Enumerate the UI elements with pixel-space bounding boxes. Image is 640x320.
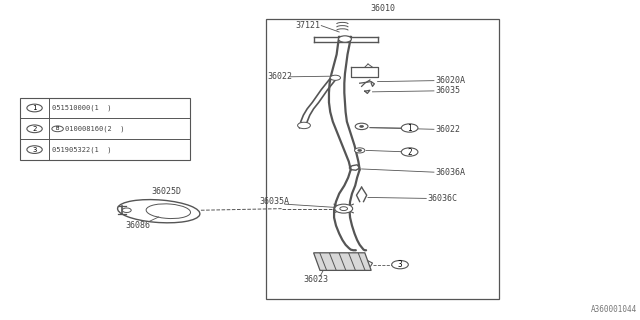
Circle shape bbox=[355, 123, 368, 130]
Text: 36022: 36022 bbox=[268, 72, 292, 81]
Text: 36010: 36010 bbox=[370, 4, 395, 12]
Circle shape bbox=[360, 125, 364, 127]
Circle shape bbox=[52, 126, 63, 132]
Circle shape bbox=[355, 148, 365, 153]
Text: 3: 3 bbox=[397, 260, 403, 269]
Text: 36036C: 36036C bbox=[428, 194, 458, 203]
Text: 37121: 37121 bbox=[295, 21, 320, 30]
Circle shape bbox=[330, 75, 340, 80]
Bar bbox=[266, 19, 499, 299]
Circle shape bbox=[339, 36, 351, 42]
Text: 1: 1 bbox=[33, 105, 36, 111]
Text: B: B bbox=[56, 126, 60, 131]
Circle shape bbox=[401, 124, 418, 132]
Circle shape bbox=[27, 104, 42, 112]
Circle shape bbox=[27, 146, 42, 153]
Circle shape bbox=[358, 149, 362, 151]
Text: 36035A: 36035A bbox=[259, 197, 289, 206]
Text: 36023: 36023 bbox=[303, 275, 328, 284]
Text: 36022: 36022 bbox=[435, 125, 460, 134]
Text: 1: 1 bbox=[407, 124, 412, 132]
Circle shape bbox=[335, 204, 353, 213]
Text: 051905322(1  ): 051905322(1 ) bbox=[52, 146, 112, 153]
Text: 2: 2 bbox=[33, 126, 36, 132]
Text: 36086: 36086 bbox=[125, 221, 150, 230]
Polygon shape bbox=[314, 253, 371, 270]
Text: 2: 2 bbox=[407, 148, 412, 156]
Circle shape bbox=[392, 260, 408, 269]
Text: 36020A: 36020A bbox=[435, 76, 465, 85]
Bar bbox=[20, 98, 190, 160]
Circle shape bbox=[340, 207, 348, 211]
Circle shape bbox=[401, 148, 418, 156]
Text: 010008160(2  ): 010008160(2 ) bbox=[65, 125, 125, 132]
Circle shape bbox=[122, 208, 131, 212]
Text: 051510000(1  ): 051510000(1 ) bbox=[52, 105, 112, 111]
Text: 3: 3 bbox=[33, 147, 36, 153]
Text: 36025D: 36025D bbox=[152, 188, 181, 196]
Text: 36036A: 36036A bbox=[435, 168, 465, 177]
Circle shape bbox=[27, 125, 42, 132]
Circle shape bbox=[298, 122, 310, 129]
Text: 36035: 36035 bbox=[435, 86, 460, 95]
Text: A360001044: A360001044 bbox=[591, 305, 637, 314]
